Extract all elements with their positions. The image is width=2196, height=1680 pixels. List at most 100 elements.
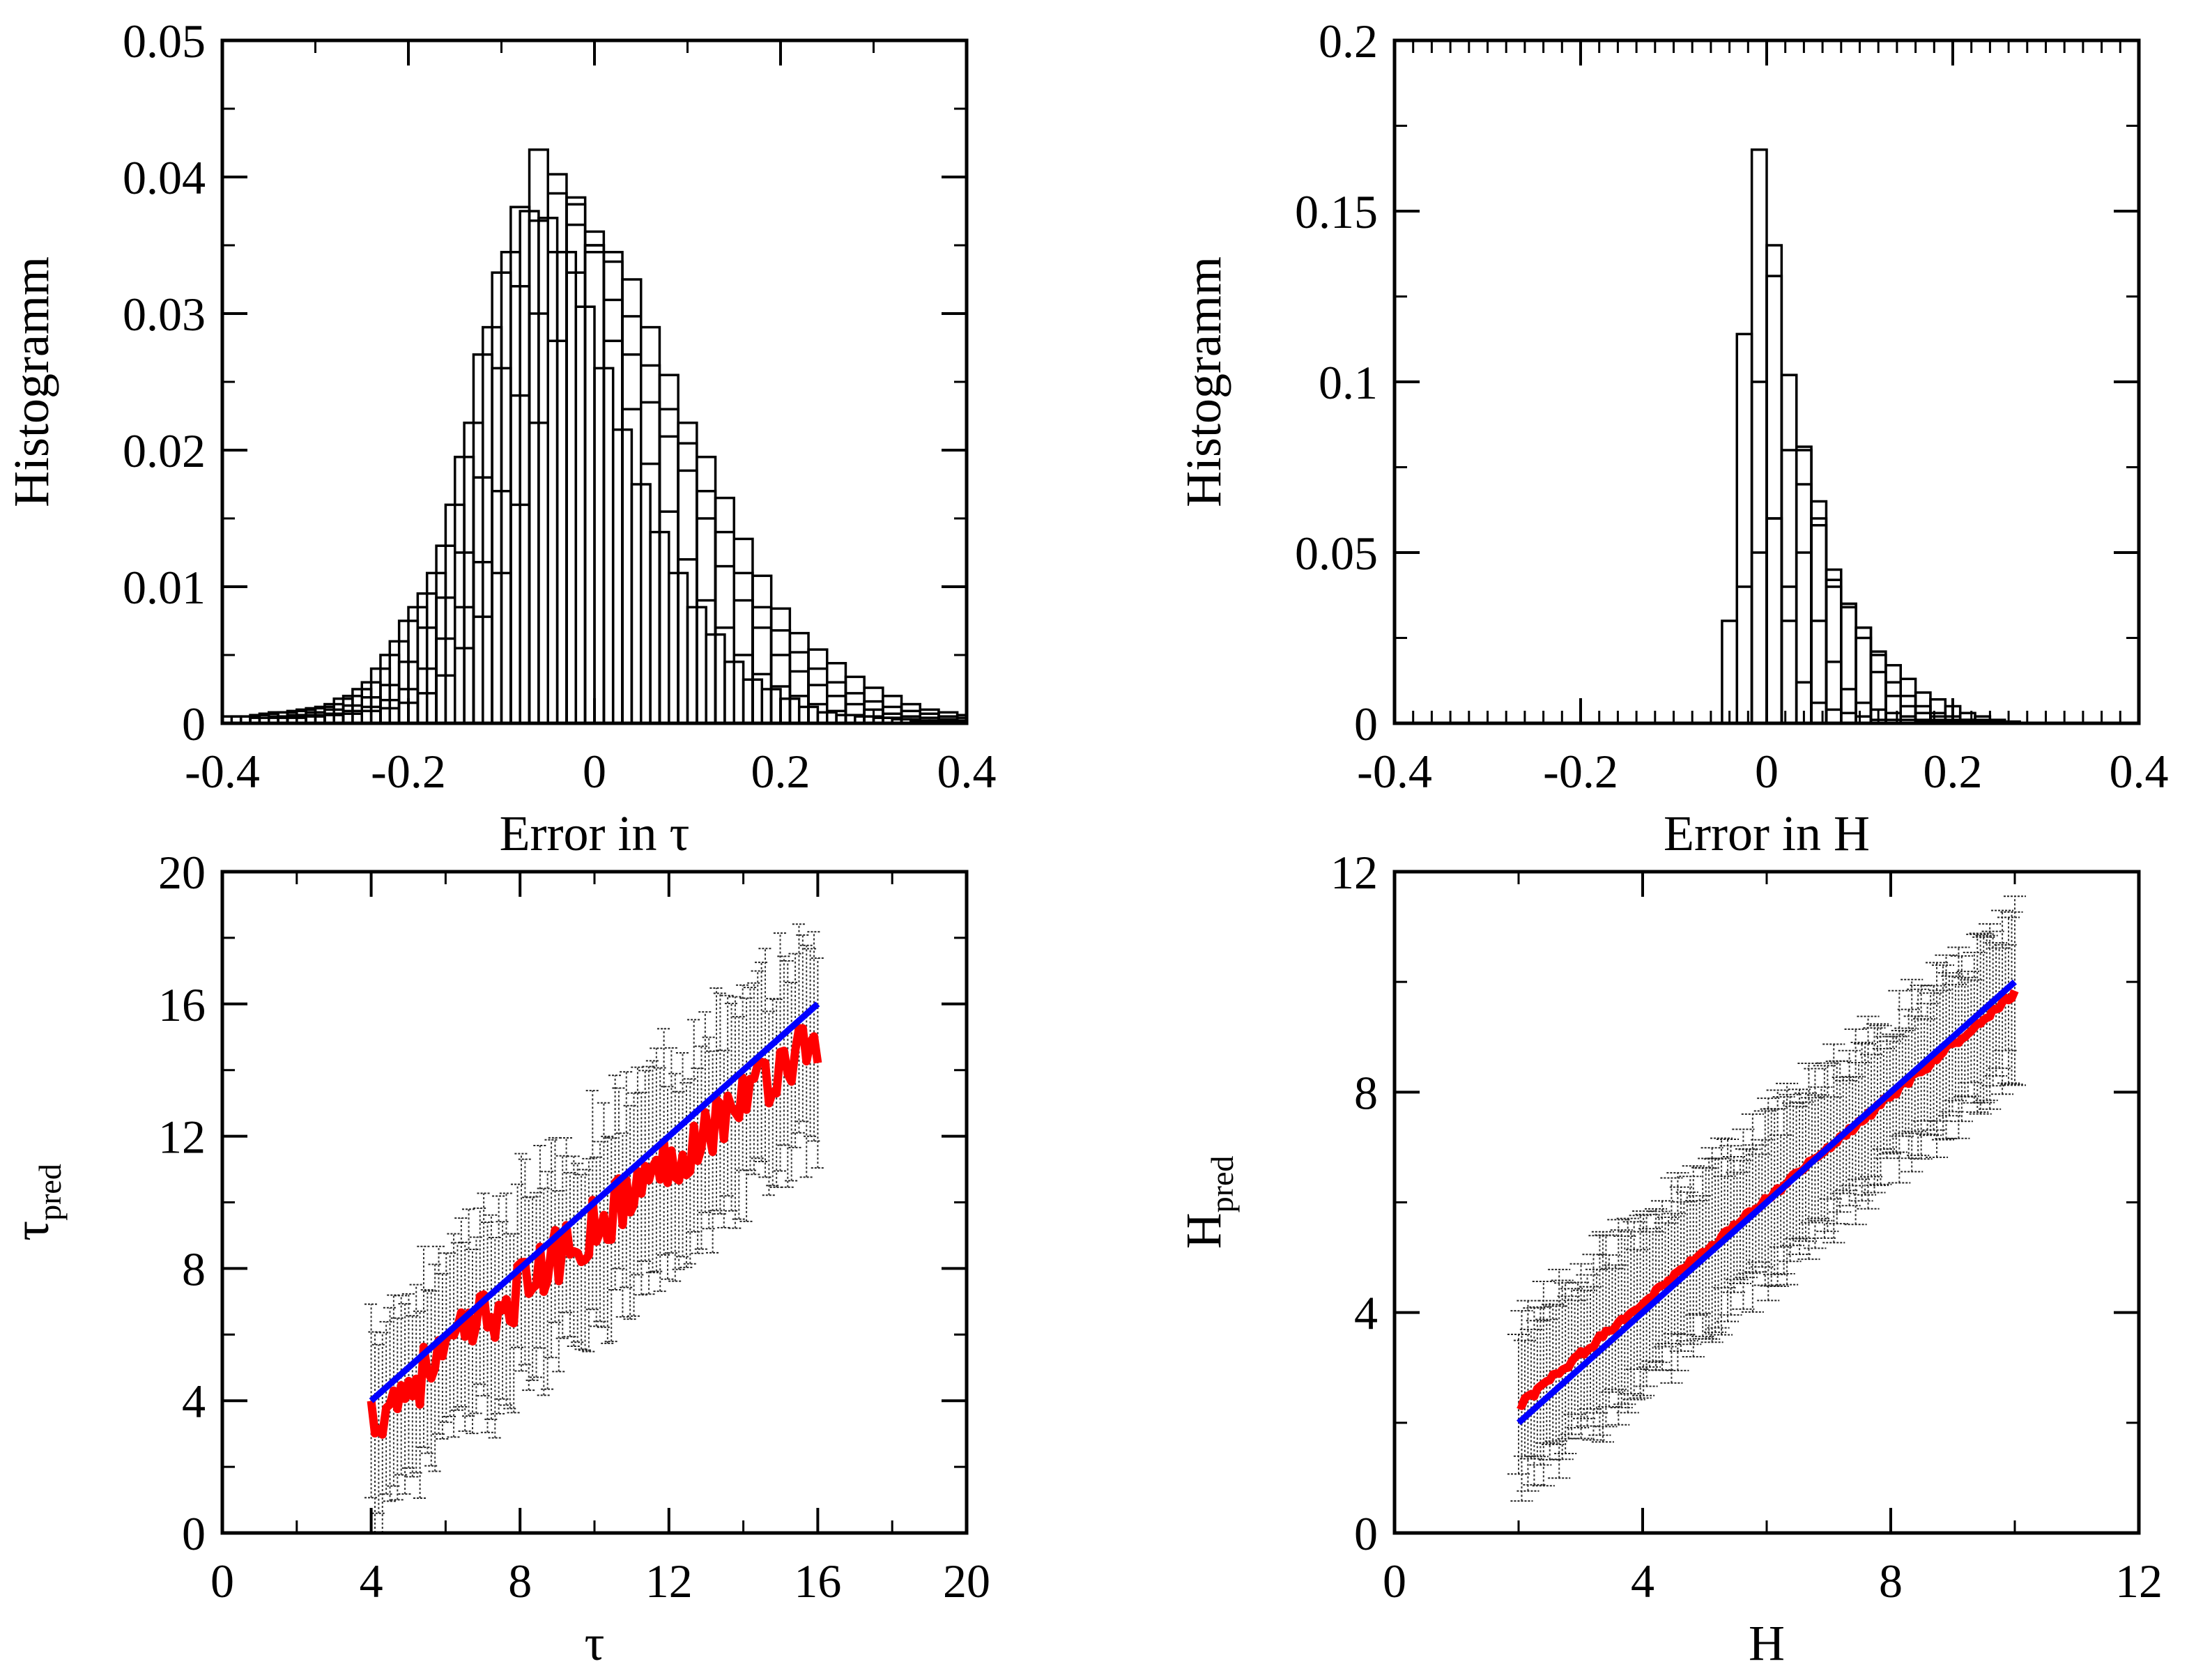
panel-3-xlabel: τ [585,1615,605,1671]
panel-4-ytick-label: 4 [1354,1287,1378,1340]
panel-3-errorbar [428,1263,442,1472]
panel-4-errorbar [1806,1094,1829,1219]
panel-4-errorbar [1569,1263,1592,1440]
panel-4-errorbar [1901,978,1924,1173]
panel-4-errorbar [1985,942,2008,1077]
panel-4-ytick-label: 8 [1354,1066,1378,1119]
panels: -0.4 -0.2 0 0.2 0.4 0 0.01 0.02 0.03 0.04 0.05 Erro… [3,15,2169,1671]
panel-1-bar [955,714,967,723]
panel-4-errorbar [1894,1027,1917,1134]
panel-4-errorbar [1863,1027,1886,1194]
panel-4-errorbar [1601,1267,1624,1393]
panel-4-errorbar [1507,1334,1530,1475]
panel-4-errorbar [1888,989,1911,1184]
panel-4-errorbar [1548,1268,1571,1479]
panel-4-errorbar [1579,1286,1602,1410]
panel-2-xtick-label: 0.2 [1924,745,1983,798]
panel-1-ytick-label: 0.05 [123,15,206,68]
panel-4-errorbar [1635,1213,1658,1387]
panel-4-errorbar [1685,1200,1708,1316]
panel-4-errorbar [1903,1015,1926,1132]
panel-2-xtick-label: -0.2 [1543,745,1618,798]
panel-3-errorbar [724,1003,739,1212]
panel-4-xtick-label: 12 [2115,1555,2163,1608]
panel-3-errorbar [702,1036,716,1230]
panel-3-errorbar [597,1102,611,1328]
panel-1-ytick-label: 0.01 [123,561,206,614]
panel-3-ylabel: τpred [3,1164,68,1241]
panel-3-xtick-label: 0 [210,1555,234,1608]
panel-3-errorbar [623,1104,637,1320]
panel-3-errorbar [518,1158,532,1366]
panel-1-ytick-label: 0.02 [123,424,206,477]
panel-3-errorbar [709,987,723,1212]
panel-4-ytick-label: 0 [1354,1507,1378,1560]
panel-4-errorbar [1919,992,1942,1136]
panel-4-errorbar [1763,1108,1786,1276]
panel-3-errorbar [409,1284,423,1474]
panel-3-errorbar [390,1317,404,1501]
panel-4-frame [1392,870,2141,1535]
panel-3-errorbar [443,1252,457,1417]
panel-2-ytick-label: 0 [1354,698,1378,750]
panel-4-errorbar [1607,1219,1630,1426]
panel-3-errorbar [721,994,735,1197]
panel-2-ytick-label: 0.2 [1319,15,1378,68]
panel-4-xlabel: H [1749,1615,1785,1671]
panel-4-errorbar [1991,909,2014,1095]
panel-2-ytick-label: 0.1 [1319,356,1378,409]
panel-4-xtick-label: 4 [1631,1555,1654,1608]
panel-1-xtick-label: -0.2 [371,745,446,798]
panel-4-errorbar [1669,1186,1692,1353]
panel-3-errorbar [728,996,742,1229]
panel-4-errorbar [1542,1303,1565,1446]
panel-2: -0.4 -0.2 0 0.2 0.4 0 0.05 0.1 0.15 0.2 Error in H… [1176,15,2169,861]
panel-4-errorbar [1513,1339,1536,1457]
panel-3-errorbar [552,1189,566,1373]
panel-3-ytick-label: 20 [158,846,206,899]
panel-4-errorbar [1997,916,2020,1084]
panel-3-errorbar [747,982,761,1176]
panel-4-ylabel: Hpred [1176,1156,1240,1249]
panel-3-errorbar [574,1173,588,1350]
panel-3-errorbar [638,1070,652,1263]
panel-4-errorbar [1738,1148,1761,1274]
panel-3-errorbar [510,1183,525,1348]
panel-3-ytick-label: 0 [182,1507,206,1560]
panel-4-errorbar [1972,936,1995,1104]
panel-3-errorbar [739,997,753,1222]
panel-2-xtick-label: -0.4 [1357,745,1432,798]
panel-1: -0.4 -0.2 0 0.2 0.4 0 0.01 0.02 0.03 0.04 0.05 Erro… [3,15,997,861]
panel-2-ytick-label: 0.05 [1295,527,1378,580]
panel-4-errorbar [1732,1128,1755,1310]
panel-3-errorbar [668,1072,682,1282]
panel-4-errorbar [1717,1138,1740,1323]
panel-3-ytick-label: 4 [182,1375,206,1428]
panel-3-errorbar [525,1196,539,1381]
panel-2-xtick-label: 0 [1755,745,1779,798]
panel-3-errorbar [401,1293,416,1469]
panel-4-errorbar [1595,1234,1618,1428]
panel-4-errorbar [1666,1172,1689,1371]
panel-3-xtick-label: 8 [508,1555,532,1608]
panel-2-xtick-label: 0.4 [2110,745,2169,798]
panel-3-errorbar [743,987,758,1171]
panel-4-errorbar [1850,1042,1873,1202]
panel-4-errorbar [1928,989,1951,1122]
panel-4-errorbar [1950,955,1973,1123]
panel-4-errorbar [1944,983,1967,1102]
panel-3-errorbar [461,1208,476,1417]
panel-3-errorbar [514,1153,528,1372]
panel-3-errorbar [785,981,799,1182]
panel-4-identity-line [1517,979,2017,1426]
panel-1-xtick-label: 0.4 [937,745,997,798]
panel-4-errorbar [1935,954,1958,1140]
panel-3-errorbar [560,1136,574,1313]
panel-4-errorbar [1726,1171,1749,1281]
panel-3-errorbar [398,1303,412,1495]
panel-4-errorbar [1673,1201,1696,1336]
panel-1-ytick-label: 0.04 [123,151,206,204]
panel-3-xtick-label: 16 [794,1555,841,1608]
